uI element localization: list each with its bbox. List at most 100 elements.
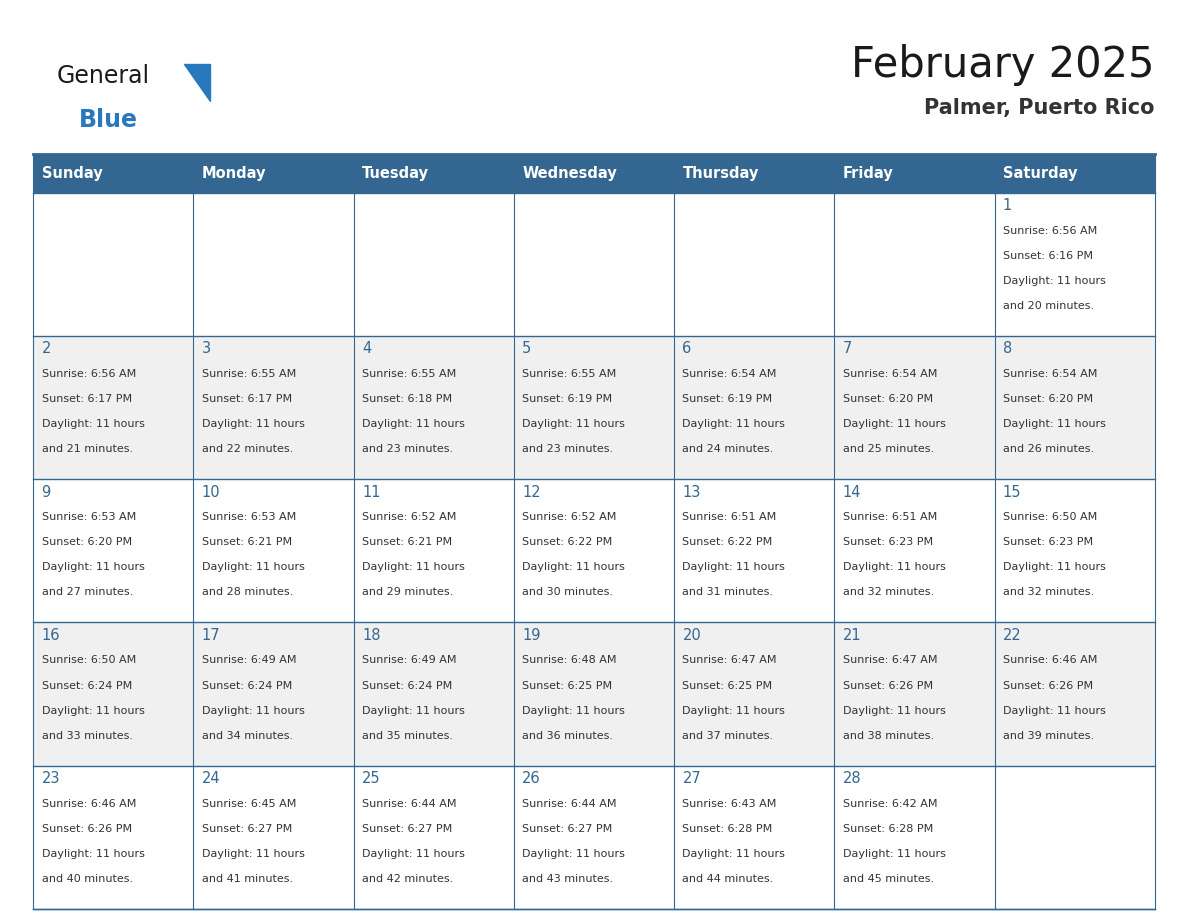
Text: and 39 minutes.: and 39 minutes. <box>1003 731 1094 741</box>
Bar <box>354 622 514 766</box>
Text: Daylight: 11 hours: Daylight: 11 hours <box>842 420 946 429</box>
Text: 19: 19 <box>523 628 541 643</box>
Text: Sunset: 6:24 PM: Sunset: 6:24 PM <box>202 680 292 690</box>
Bar <box>194 336 354 479</box>
Text: Daylight: 11 hours: Daylight: 11 hours <box>1003 276 1106 285</box>
Bar <box>354 154 514 193</box>
Text: and 45 minutes.: and 45 minutes. <box>842 874 934 884</box>
Text: Daylight: 11 hours: Daylight: 11 hours <box>523 849 625 858</box>
Text: 10: 10 <box>202 485 221 499</box>
Text: Daylight: 11 hours: Daylight: 11 hours <box>1003 563 1106 572</box>
Text: 14: 14 <box>842 485 861 499</box>
Text: 15: 15 <box>1003 485 1022 499</box>
Text: Daylight: 11 hours: Daylight: 11 hours <box>523 420 625 429</box>
Text: 23: 23 <box>42 771 61 786</box>
Bar <box>354 193 514 336</box>
Text: 2: 2 <box>42 341 51 356</box>
Bar <box>674 479 834 622</box>
Bar <box>514 766 674 909</box>
Text: and 42 minutes.: and 42 minutes. <box>362 874 454 884</box>
Text: and 30 minutes.: and 30 minutes. <box>523 588 613 598</box>
Text: Sunset: 6:28 PM: Sunset: 6:28 PM <box>682 823 772 834</box>
Text: Daylight: 11 hours: Daylight: 11 hours <box>362 563 465 572</box>
Text: Sunset: 6:26 PM: Sunset: 6:26 PM <box>42 823 132 834</box>
Text: Daylight: 11 hours: Daylight: 11 hours <box>842 706 946 715</box>
Text: Sunset: 6:22 PM: Sunset: 6:22 PM <box>682 537 772 547</box>
Text: General: General <box>57 64 150 88</box>
Text: Sunset: 6:23 PM: Sunset: 6:23 PM <box>842 537 933 547</box>
Text: Sunset: 6:21 PM: Sunset: 6:21 PM <box>362 537 453 547</box>
Text: 9: 9 <box>42 485 51 499</box>
Text: Sunset: 6:16 PM: Sunset: 6:16 PM <box>1003 251 1093 261</box>
Text: Sunset: 6:27 PM: Sunset: 6:27 PM <box>523 823 613 834</box>
Bar <box>674 336 834 479</box>
Text: and 35 minutes.: and 35 minutes. <box>362 731 453 741</box>
Text: and 27 minutes.: and 27 minutes. <box>42 588 133 598</box>
Text: Sunrise: 6:47 AM: Sunrise: 6:47 AM <box>842 655 937 666</box>
Bar <box>994 622 1155 766</box>
Text: 5: 5 <box>523 341 531 356</box>
Text: Sunset: 6:26 PM: Sunset: 6:26 PM <box>1003 680 1093 690</box>
Text: Sunset: 6:23 PM: Sunset: 6:23 PM <box>1003 537 1093 547</box>
Text: 7: 7 <box>842 341 852 356</box>
Text: Daylight: 11 hours: Daylight: 11 hours <box>362 706 465 715</box>
Bar <box>33 766 194 909</box>
Text: 16: 16 <box>42 628 61 643</box>
Text: and 43 minutes.: and 43 minutes. <box>523 874 613 884</box>
Text: Daylight: 11 hours: Daylight: 11 hours <box>682 420 785 429</box>
Text: Daylight: 11 hours: Daylight: 11 hours <box>362 420 465 429</box>
Bar <box>33 479 194 622</box>
Text: Sunrise: 6:51 AM: Sunrise: 6:51 AM <box>842 512 937 522</box>
Text: 1: 1 <box>1003 198 1012 213</box>
Text: and 20 minutes.: and 20 minutes. <box>1003 301 1094 311</box>
Text: Daylight: 11 hours: Daylight: 11 hours <box>842 563 946 572</box>
Bar <box>194 622 354 766</box>
Text: Sunrise: 6:49 AM: Sunrise: 6:49 AM <box>202 655 296 666</box>
Bar <box>354 336 514 479</box>
Text: Sunrise: 6:54 AM: Sunrise: 6:54 AM <box>1003 369 1098 379</box>
Bar <box>674 193 834 336</box>
Text: 21: 21 <box>842 628 861 643</box>
Text: Sunrise: 6:46 AM: Sunrise: 6:46 AM <box>42 799 135 809</box>
Bar <box>194 479 354 622</box>
Text: Sunrise: 6:46 AM: Sunrise: 6:46 AM <box>1003 655 1098 666</box>
Text: 11: 11 <box>362 485 380 499</box>
Text: Wednesday: Wednesday <box>523 166 617 181</box>
Text: and 24 minutes.: and 24 minutes. <box>682 444 773 454</box>
Text: and 32 minutes.: and 32 minutes. <box>1003 588 1094 598</box>
Text: Sunrise: 6:55 AM: Sunrise: 6:55 AM <box>362 369 456 379</box>
Text: Sunrise: 6:56 AM: Sunrise: 6:56 AM <box>42 369 135 379</box>
Text: Daylight: 11 hours: Daylight: 11 hours <box>362 849 465 858</box>
Bar <box>194 766 354 909</box>
Text: 13: 13 <box>682 485 701 499</box>
Bar <box>994 154 1155 193</box>
Bar <box>994 193 1155 336</box>
Text: 3: 3 <box>202 341 211 356</box>
Bar <box>33 193 194 336</box>
Text: Sunrise: 6:51 AM: Sunrise: 6:51 AM <box>682 512 777 522</box>
Bar <box>834 479 994 622</box>
Text: Sunday: Sunday <box>42 166 102 181</box>
Text: and 23 minutes.: and 23 minutes. <box>362 444 453 454</box>
Text: 24: 24 <box>202 771 221 786</box>
Text: and 38 minutes.: and 38 minutes. <box>842 731 934 741</box>
Bar <box>834 766 994 909</box>
Text: Sunrise: 6:50 AM: Sunrise: 6:50 AM <box>1003 512 1097 522</box>
Text: 25: 25 <box>362 771 380 786</box>
Text: Sunrise: 6:42 AM: Sunrise: 6:42 AM <box>842 799 937 809</box>
Bar <box>834 622 994 766</box>
Text: Sunset: 6:20 PM: Sunset: 6:20 PM <box>1003 394 1093 404</box>
Text: Sunset: 6:27 PM: Sunset: 6:27 PM <box>202 823 292 834</box>
Text: Tuesday: Tuesday <box>362 166 429 181</box>
Text: Daylight: 11 hours: Daylight: 11 hours <box>842 849 946 858</box>
Text: 8: 8 <box>1003 341 1012 356</box>
Text: Sunrise: 6:45 AM: Sunrise: 6:45 AM <box>202 799 296 809</box>
Text: and 36 minutes.: and 36 minutes. <box>523 731 613 741</box>
Text: Blue: Blue <box>78 108 138 132</box>
Text: and 37 minutes.: and 37 minutes. <box>682 731 773 741</box>
Text: Sunrise: 6:47 AM: Sunrise: 6:47 AM <box>682 655 777 666</box>
Text: Sunset: 6:24 PM: Sunset: 6:24 PM <box>362 680 453 690</box>
Text: Sunset: 6:20 PM: Sunset: 6:20 PM <box>42 537 132 547</box>
Text: and 32 minutes.: and 32 minutes. <box>842 588 934 598</box>
Text: and 34 minutes.: and 34 minutes. <box>202 731 293 741</box>
